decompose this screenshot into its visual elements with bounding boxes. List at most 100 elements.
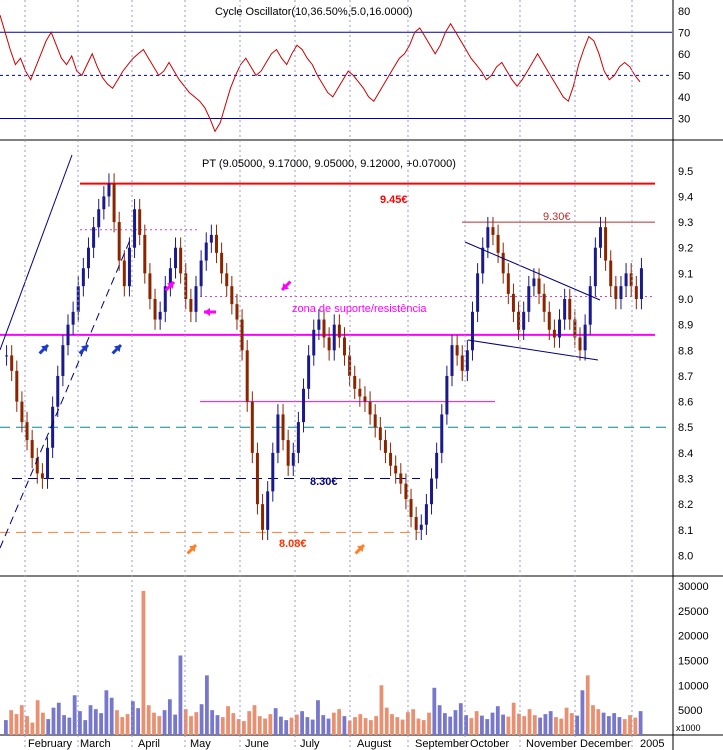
osc-tick-label-2: 50 [678,70,690,82]
candle-body-44 [230,286,234,305]
volume-bar-20 [109,697,114,735]
volume-tick-label-5: 30000 [678,581,709,593]
candle-body-122 [629,273,633,287]
volume-bar-111 [591,705,595,735]
volume-bar-73 [390,714,394,735]
volume-bar-74 [395,717,400,735]
candle-body-77 [399,473,403,484]
x-tick-label-2: April [138,738,160,750]
candle-body-86 [445,375,449,415]
candle-body-35 [184,273,188,300]
candle-body-79 [409,499,413,518]
candle-body-60 [312,329,316,356]
volume-bar-70 [374,716,379,735]
volume-bar-112 [596,709,601,735]
candle-body-55 [286,440,290,466]
volume-bar-8 [46,719,51,735]
candle-body-118 [609,260,613,287]
volume-bar-94 [501,714,505,735]
volume-bar-58 [310,719,315,735]
volume-bar-31 [167,699,172,735]
volume-bar-23 [125,714,130,735]
volume-bar-30 [162,710,167,735]
volume-bar-114 [606,716,611,735]
candle-body-31 [163,286,167,312]
candle-body-97 [501,252,505,274]
candle-body-69 [358,388,362,397]
arrow-magenta-1-head [204,308,210,316]
volume-bar-3 [19,705,24,735]
candle-body-74 [383,440,387,453]
arrow-magenta-0-head [167,282,174,289]
volume-bar-36 [194,712,199,735]
price-tick-label-5: 8.5 [678,422,693,434]
candle-body-56 [291,452,295,466]
volume-bar-49 [263,718,267,735]
volume-bar-5 [30,722,35,735]
volume-bar-83 [443,713,447,735]
candle-body-71 [368,401,372,415]
volume-bar-96 [511,702,516,735]
volume-bar-0 [4,720,8,735]
candle-body-78 [404,483,408,500]
volume-bar-42 [226,706,230,735]
trend-line-1 [0,239,131,549]
volume-bar-63 [337,709,342,735]
volume-bar-95 [506,716,511,735]
candle-body-65 [337,324,341,338]
price-tick-label-2: 8.2 [678,499,693,511]
price-panel: 8.0 8.1 8.2 8.3 8.4 8.5 8.6 8.7 8.8 8.9 9.0 9.1 9.2 9… [0,154,693,562]
volume-bar-44 [236,719,241,735]
volume-bar-17 [93,709,98,735]
candle-body-7 [40,473,44,479]
price-tick-label-10: 9.0 [678,294,693,306]
candle-body-3 [20,401,24,423]
volume-tick-label-3: 20000 [678,631,709,643]
osc-tick-label-4: 70 [678,27,690,39]
candle-body-4 [25,422,29,441]
volume-bar-47 [252,705,257,735]
candle-body-110 [568,299,572,320]
price-tick-label-11: 9.1 [678,268,693,280]
candle-body-85 [440,414,444,453]
volume-bar-39 [210,710,215,735]
candle-body-94 [486,227,490,248]
candle-body-47 [245,350,249,402]
candle-body-76 [394,465,398,474]
volume-bar-60 [321,715,326,735]
candle-body-83 [430,478,434,505]
volume-bar-68 [363,718,368,735]
volume-bar-28 [152,712,156,735]
x-tick-label-9: November [526,738,577,750]
candle-body-50 [261,504,265,530]
price-tick-label-12: 9.2 [678,243,693,255]
candle-body-103 [532,278,536,287]
candle-body-61 [317,319,321,330]
volume-bar-27 [146,705,151,735]
volume-bar-35 [189,716,193,735]
candle-body-10 [56,375,60,407]
candle-body-116 [598,227,602,248]
arrow-magenta-2-head [282,283,289,290]
volume-bar-64 [342,716,347,735]
candle-body-6 [35,458,39,474]
price-tick-label-13: 9.3 [678,217,693,229]
volume-bar-7 [41,712,45,735]
candle-body-53 [276,414,280,453]
volume-bar-78 [416,718,421,735]
candle-body-92 [476,273,480,312]
volume-bar-87 [464,715,468,735]
arrow-blue-0-head [41,345,48,352]
volume-bar-18 [99,713,103,735]
volume-bar-57 [305,717,310,735]
volume-bar-52 [279,716,283,735]
volume-bar-11 [62,715,66,735]
candle-body-111 [573,319,577,338]
candle-body-57 [296,422,300,453]
candle-body-70 [363,396,367,402]
candle-body-40 [209,234,213,243]
volume-bar-29 [157,716,162,735]
volume-bar-48 [257,716,262,735]
volume-bar-75 [400,719,405,735]
